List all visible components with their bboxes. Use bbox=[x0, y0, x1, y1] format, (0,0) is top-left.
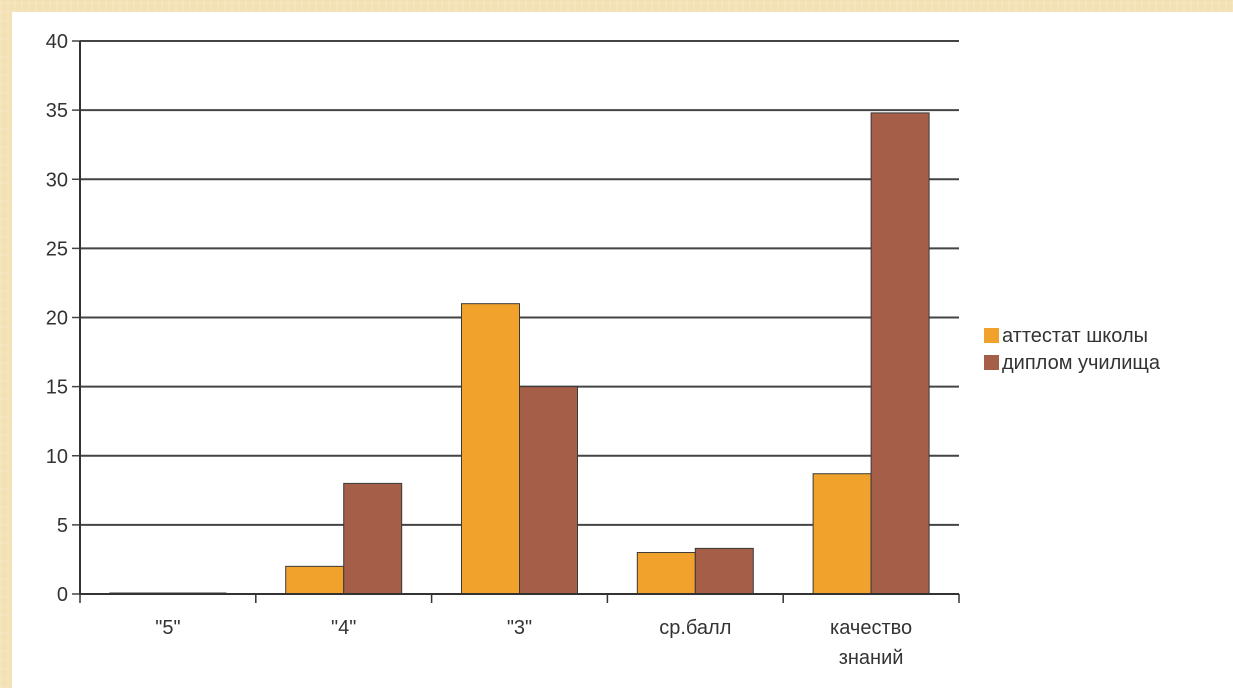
bar bbox=[461, 303, 520, 595]
legend-label: диплом училища bbox=[1002, 352, 1161, 374]
y-tick-label: 30 bbox=[46, 169, 68, 191]
bar bbox=[870, 112, 930, 595]
y-tick-label: 10 bbox=[46, 446, 68, 468]
bar bbox=[694, 547, 754, 595]
y-tick-label: 15 bbox=[46, 377, 68, 399]
y-tick-label: 0 bbox=[57, 584, 68, 606]
bar bbox=[285, 565, 345, 595]
legend-swatch bbox=[984, 328, 999, 343]
y-tick-label: 20 bbox=[46, 308, 68, 330]
x-tick-label: ср.балл bbox=[659, 617, 731, 639]
y-tick-label: 5 bbox=[57, 515, 68, 537]
y-tick-labels: 0 5 10 15 20 25 30 35 40 bbox=[46, 31, 68, 606]
x-tick-label: "4" bbox=[331, 617, 356, 639]
bar bbox=[519, 386, 578, 595]
x-tick-labels: "5" "4" "3" ср.балл качество знаний bbox=[155, 617, 912, 669]
bar bbox=[343, 482, 403, 595]
chart-frame: 0 5 10 15 20 25 30 35 40 "5" "4" "3" ср.балл качеств… bbox=[12, 12, 1233, 688]
x-tick-label: качество знаний bbox=[830, 617, 912, 669]
bar bbox=[812, 473, 872, 595]
x-tick-label: "3" bbox=[507, 617, 532, 639]
x-tick-label: "5" bbox=[155, 617, 180, 639]
y-tick-label: 40 bbox=[46, 31, 68, 53]
legend-label: аттестат школы bbox=[1002, 325, 1148, 347]
y-tick-label: 25 bbox=[46, 238, 68, 260]
axes-group bbox=[72, 40, 960, 603]
legend-swatch bbox=[984, 355, 999, 370]
bars-group bbox=[109, 112, 930, 595]
bar-chart: 0 5 10 15 20 25 30 35 40 "5" "4" "3" ср.балл качеств… bbox=[46, 31, 1161, 669]
y-tick-label: 35 bbox=[46, 100, 68, 122]
legend: аттестат школы диплом училища bbox=[984, 325, 1161, 374]
bar bbox=[636, 552, 696, 595]
